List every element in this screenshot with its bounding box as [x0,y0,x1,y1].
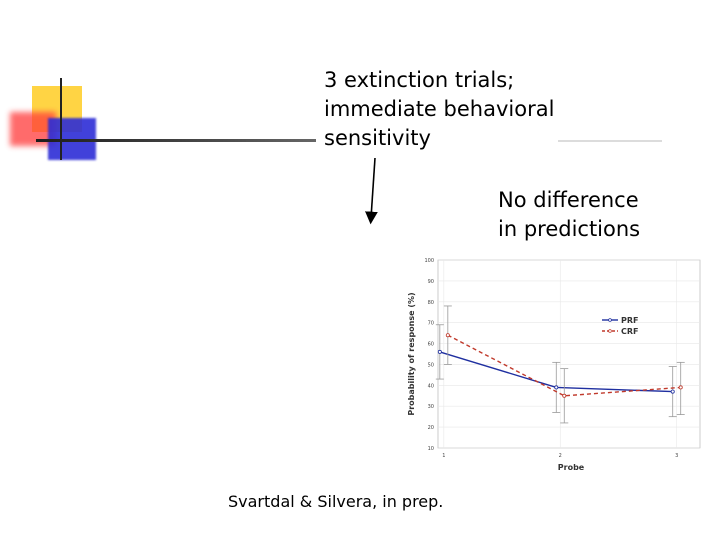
y-tick-label: 40 [428,383,434,389]
y-tick-label: 80 [428,300,434,306]
data-point-crf [445,333,450,338]
y-tick-label: 90 [428,279,434,285]
x-axis-label: Probe [558,463,585,472]
y-tick-label: 30 [428,404,434,410]
data-point-prf [437,349,442,354]
x-tick-label: 3 [675,453,678,459]
plot-area [437,259,701,449]
x-tick-label: 2 [559,453,562,459]
legend-marker-prf [608,318,612,322]
legend-label-prf: PRF [621,316,639,325]
y-tick-label: 10 [428,446,434,452]
pointer-arrow [365,157,378,225]
data-point-prf [670,389,675,394]
legend-label-crf: CRF [621,327,639,336]
right-note-line-1: No difference [498,188,639,212]
probe-line-chart: 10 20 30 40 50 60 70 80 90 100 1 2 3 Probability of r… [407,258,701,472]
top-note: 3 extinction trials; immediate behaviora… [324,66,584,153]
decor-vertical-line [60,78,62,160]
top-note-line-2: immediate behavioral [324,97,555,121]
y-tick-label: 60 [428,342,434,348]
y-axis-label: Probability of response (%) [407,292,416,415]
top-note-line-1: 3 extinction trials; [324,68,515,92]
y-tick-label: 100 [424,258,434,264]
citation: Svartdal & Silvera, in prep. [228,492,444,511]
y-tick-label: 50 [428,362,434,368]
series-line-crf [447,334,681,397]
data-point-crf [562,393,567,398]
y-tick-label: 20 [428,425,434,431]
x-tick-label: 1 [442,453,445,459]
top-note-line-3: sensitivity [324,126,431,150]
decor-horizontal-line [36,139,316,142]
y-tick-label: 70 [428,321,434,327]
right-note: No difference in predictions [498,186,678,244]
decor-faint-line [558,140,662,142]
data-point-crf [678,385,683,390]
data-point-prf [554,385,559,390]
right-note-line-2: in predictions [498,217,641,241]
legend-marker-crf [608,329,612,333]
